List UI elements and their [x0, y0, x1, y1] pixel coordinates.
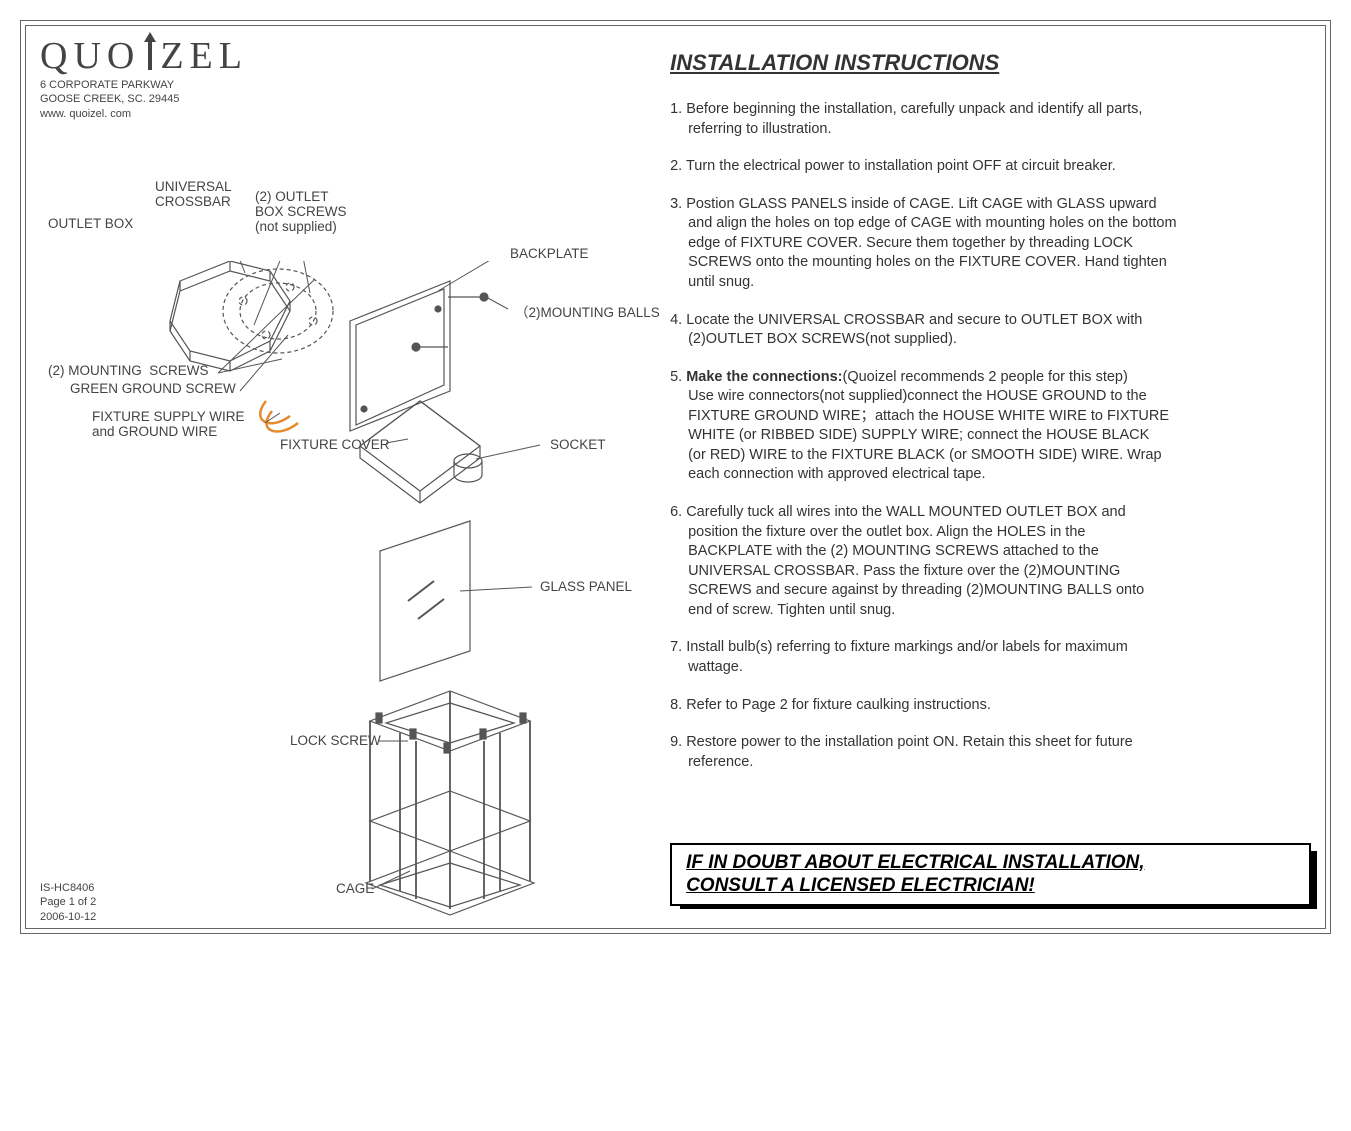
instruction-item: 9. Restore power to the installation poi…	[670, 733, 1311, 772]
logo-arrow-icon	[140, 30, 160, 74]
instruction-item: 8. Refer to Page 2 for fixture caulking …	[670, 696, 1311, 716]
label-outlet-box: OUTLET BOX	[48, 216, 133, 231]
footer-date: 2006-10-12	[40, 910, 96, 924]
instruction-item: 4. Locate the UNIVERSAL CROSSBAR and sec…	[670, 311, 1311, 350]
exploded-diagram	[40, 261, 660, 1131]
instruction-item: 1. Before beginning the installation, ca…	[670, 100, 1311, 139]
label-universal-crossbar: UNIVERSAL CROSSBAR	[155, 179, 232, 209]
footer-model: IS-HC8406	[40, 881, 96, 895]
brand-addr2: GOOSE CREEK, SC. 29445	[40, 92, 650, 106]
instruction-item: 7. Install bulb(s) referring to fixture …	[670, 638, 1311, 677]
brand-addr1: 6 CORPORATE PARKWAY	[40, 78, 650, 92]
warning-text: IF IN DOUBT ABOUT ELECTRICAL INSTALLATIO…	[670, 843, 1311, 907]
left-column: QUOZEL 6 CORPORATE PARKWAY GOOSE CREEK, …	[40, 30, 650, 924]
instruction-item: 5. Make the connections:(Quoizel recomme…	[670, 368, 1311, 485]
brand-block: QUOZEL 6 CORPORATE PARKWAY GOOSE CREEK, …	[40, 30, 650, 121]
label-outlet-box-screws: (2) OUTLET BOX SCREWS (not supplied)	[255, 189, 347, 234]
instruction-item: 3. Postion GLASS PANELS inside of CAGE. …	[670, 195, 1311, 293]
diagram-area: OUTLET BOX UNIVERSAL CROSSBAR (2) OUTLET…	[40, 141, 650, 1001]
instruction-item: 6. Carefully tuck all wires into the WAL…	[670, 503, 1311, 620]
instruction-item: 2. Turn the electrical power to installa…	[670, 157, 1311, 177]
footer-meta: IS-HC8406 Page 1 of 2 2006-10-12	[40, 881, 96, 924]
brand-logo: QUOZEL	[40, 30, 650, 78]
footer-page: Page 1 of 2	[40, 895, 96, 909]
right-column: INSTALLATION INSTRUCTIONS 1. Before begi…	[650, 30, 1311, 924]
instruction-list: 1. Before beginning the installation, ca…	[670, 100, 1311, 772]
label-backplate: BACKPLATE	[510, 246, 589, 261]
warning-callout: IF IN DOUBT ABOUT ELECTRICAL INSTALLATIO…	[670, 843, 1311, 907]
brand-name-text: QUOZEL	[40, 35, 248, 77]
page-title: INSTALLATION INSTRUCTIONS	[670, 50, 1311, 76]
brand-addr3: www. quoizel. com	[40, 107, 650, 121]
content-wrap: QUOZEL 6 CORPORATE PARKWAY GOOSE CREEK, …	[40, 30, 1311, 924]
